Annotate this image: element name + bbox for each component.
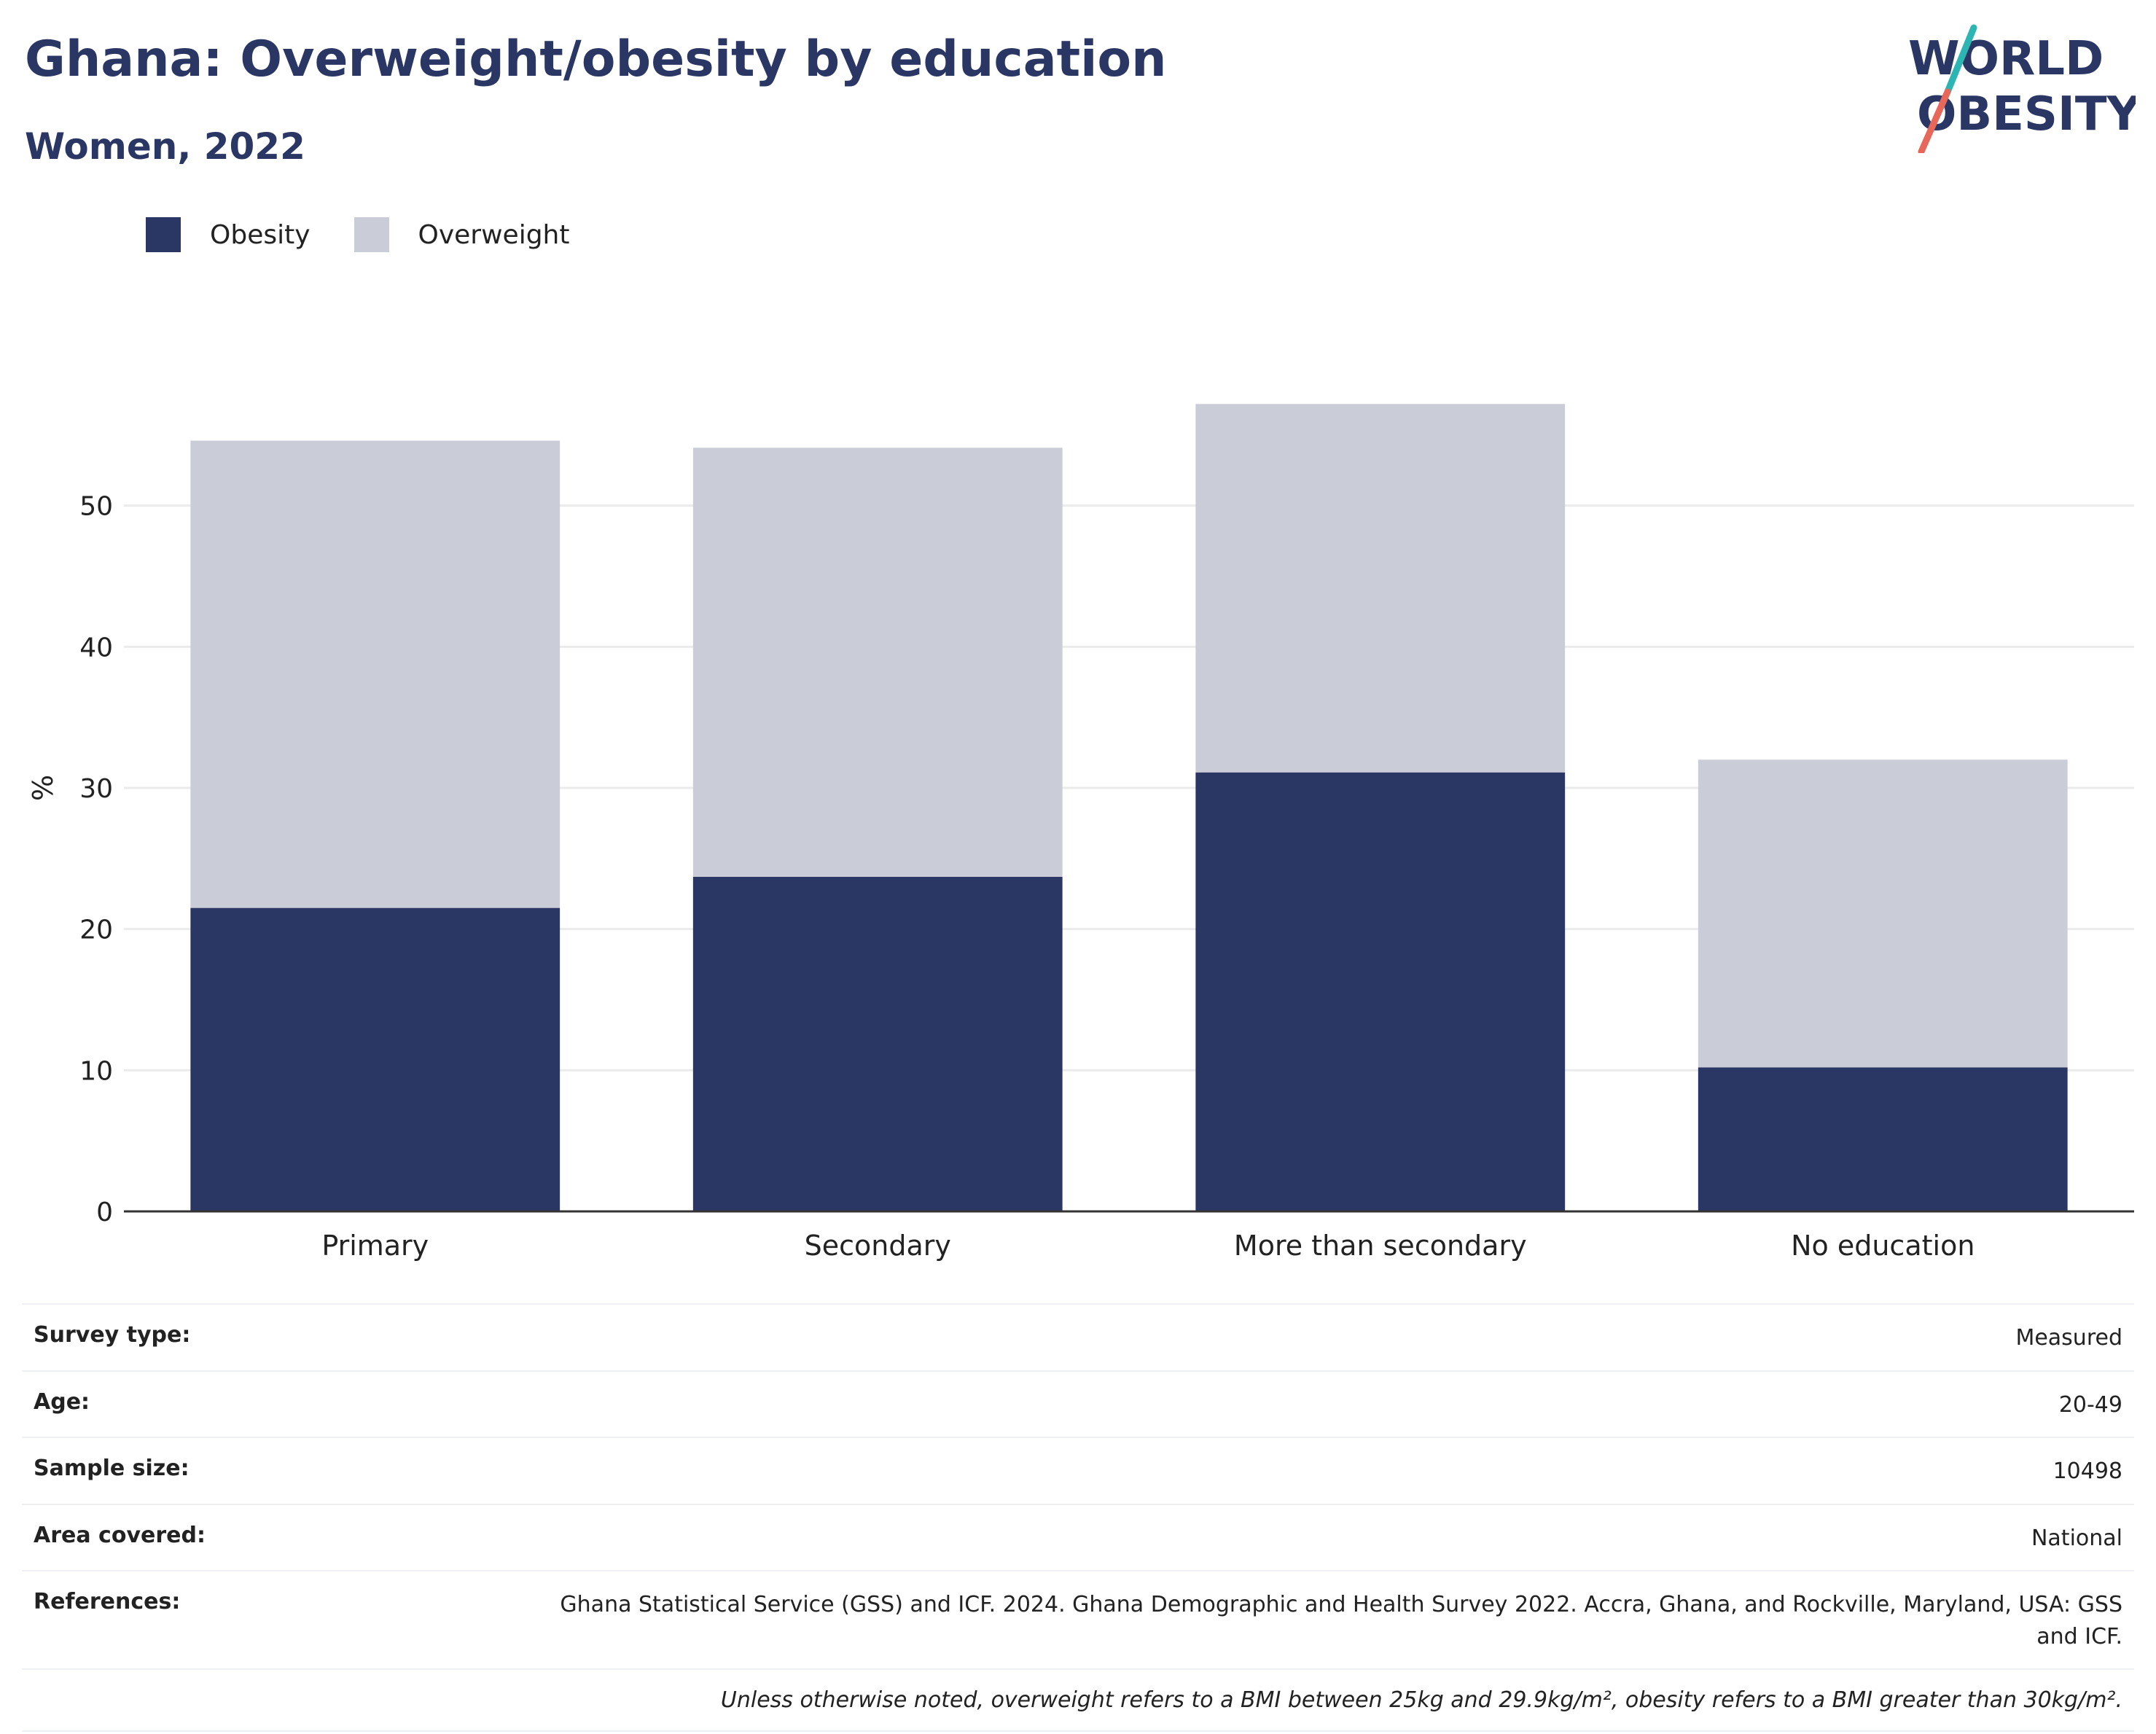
info-label: References: xyxy=(34,1589,181,1614)
bmi-footnote: Unless otherwise noted, overweight refer… xyxy=(22,1668,2134,1732)
x-tick-label: Primary xyxy=(321,1230,429,1262)
chart-subtitle: Women, 2022 xyxy=(25,125,305,168)
info-label: Sample size: xyxy=(34,1456,190,1481)
world-obesity-logo: WORLD OBESITY xyxy=(1908,24,2136,153)
info-value: 20-49 xyxy=(2058,1391,2122,1418)
info-row-sample-size: Sample size: 10498 xyxy=(22,1437,2134,1504)
bar-overweight-primary xyxy=(190,440,561,908)
info-value: Measured xyxy=(2015,1325,2122,1351)
y-tick-label: 10 xyxy=(79,1056,113,1086)
bar-obesity-more-than-secondary xyxy=(1195,772,1566,1211)
info-label: Survey type: xyxy=(34,1322,191,1348)
info-value: National xyxy=(2031,1525,2122,1551)
legend-swatch-obesity xyxy=(146,217,181,252)
bar-overweight-no-education xyxy=(1698,759,2068,1068)
info-value: Ghana Statistical Service (GSS) and ICF.… xyxy=(560,1592,2122,1649)
bar-overweight-secondary xyxy=(692,448,1063,878)
legend-item-obesity[interactable]: Obesity xyxy=(146,217,310,252)
legend-swatch-overweight xyxy=(354,217,389,252)
legend-label-overweight: Overweight xyxy=(418,219,570,250)
svg-text:OBESITY: OBESITY xyxy=(1917,87,2136,141)
x-tick-label: No education xyxy=(1791,1230,1975,1262)
y-axis-label: % xyxy=(27,775,59,801)
y-tick-label: 50 xyxy=(79,492,113,522)
info-value: 10498 xyxy=(2053,1458,2122,1484)
chart-title: Ghana: Overweight/obesity by education xyxy=(25,31,1167,88)
bar-obesity-primary xyxy=(190,907,561,1211)
y-tick-label: 20 xyxy=(79,915,113,945)
x-tick-label: More than secondary xyxy=(1234,1230,1527,1262)
bar-obesity-no-education xyxy=(1698,1067,2068,1211)
svg-text:WORLD: WORLD xyxy=(1908,32,2104,86)
y-tick-label: 0 xyxy=(96,1198,113,1227)
info-label: Age: xyxy=(34,1389,90,1415)
info-row-area-covered: Area covered: National xyxy=(22,1503,2134,1571)
y-tick-label: 30 xyxy=(79,774,113,804)
info-row-age: Age: 20-49 xyxy=(22,1370,2134,1437)
info-row-references: References: Ghana Statistical Service (G… xyxy=(22,1570,2134,1668)
survey-info-table: Survey type: Measured Age: 20-49 Sample … xyxy=(22,1303,2134,1732)
legend-label-obesity: Obesity xyxy=(210,219,310,250)
bar-overweight-more-than-secondary xyxy=(1195,404,1566,773)
bar-obesity-secondary xyxy=(692,877,1063,1211)
info-row-survey-type: Survey type: Measured xyxy=(22,1303,2134,1370)
y-tick-label: 40 xyxy=(79,633,113,663)
legend-item-overweight[interactable]: Overweight xyxy=(354,217,570,252)
x-tick-label: Secondary xyxy=(805,1230,951,1262)
chart-legend: Obesity Overweight xyxy=(146,217,613,252)
stacked-bar-chart: 0 10 20 30 40 50 Primary Secondary More than sec… xyxy=(27,404,2134,1262)
info-label: Area covered: xyxy=(34,1522,206,1548)
